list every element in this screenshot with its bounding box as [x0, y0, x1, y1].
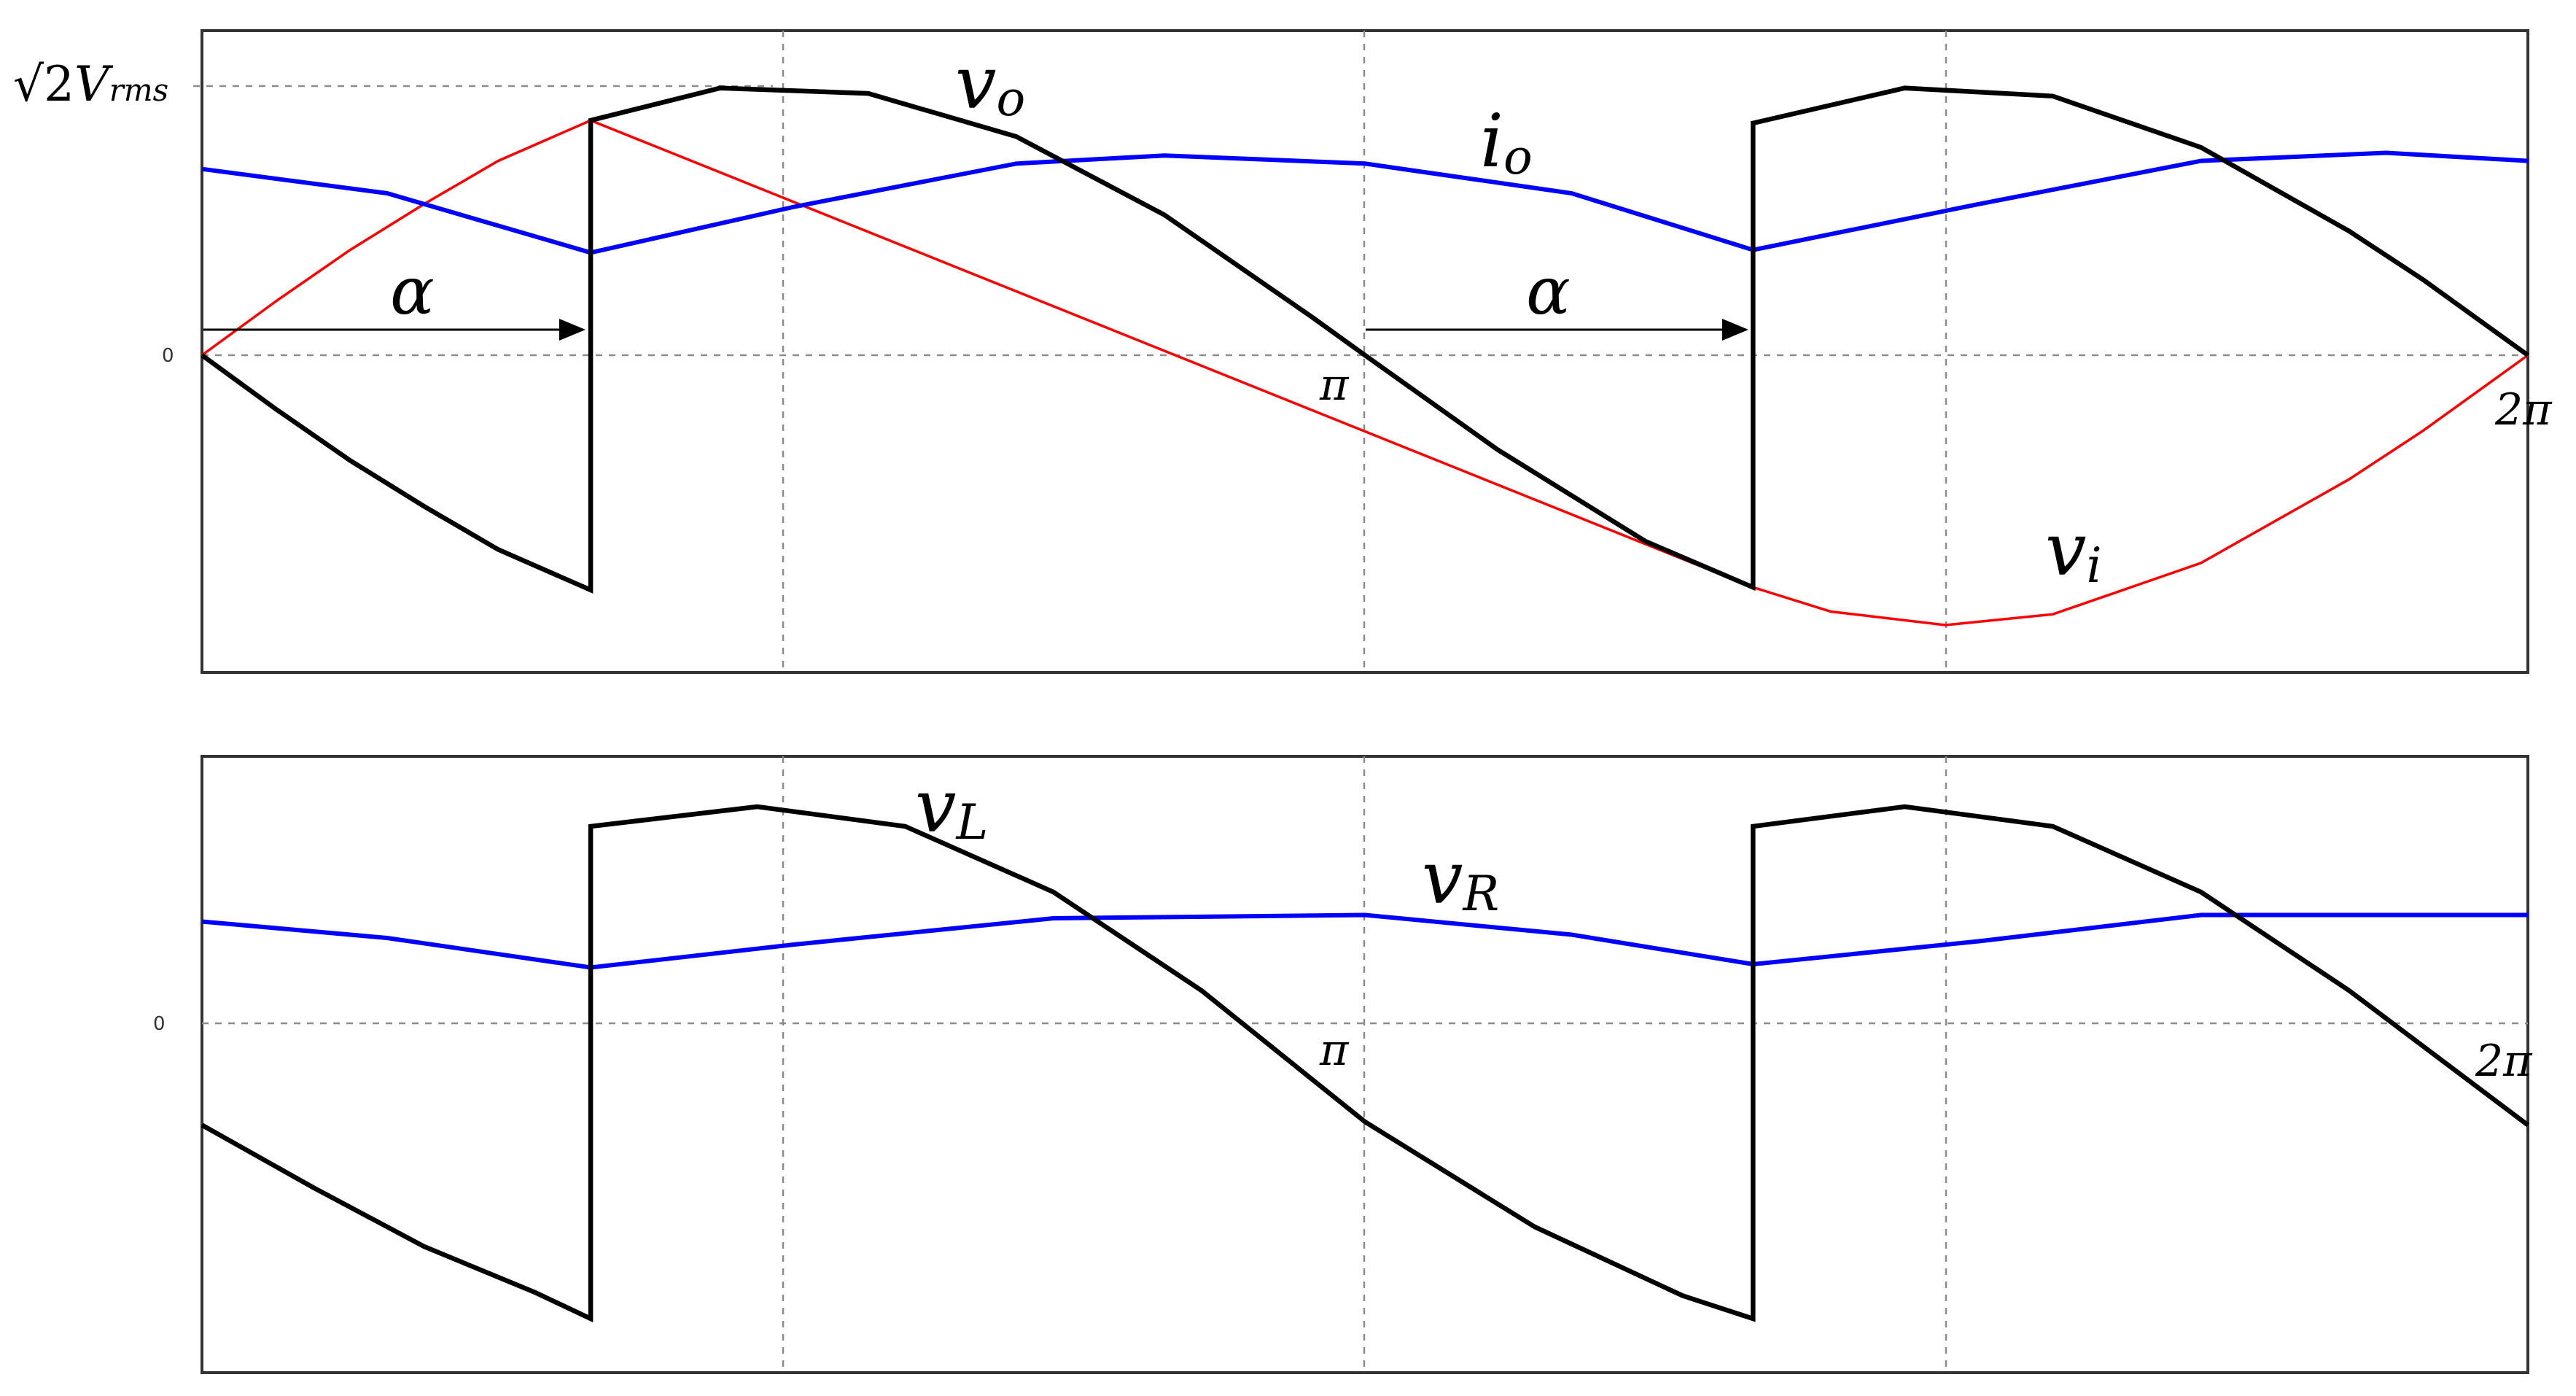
bottom-x-tick-2pi: 2π [2475, 1036, 2533, 1087]
series-label-vR: vR [1422, 835, 1499, 922]
top-x-tick-2pi: 2π [2494, 384, 2553, 435]
series-label-vi: vi [2045, 507, 2102, 594]
series-line-vR [201, 912, 2528, 970]
series-line-vi [201, 119, 2529, 627]
bottom-x-tick-pi: π [1319, 1025, 1350, 1076]
series-label-io: io [1480, 98, 1533, 185]
series-line-vo [201, 85, 2529, 594]
top-y-tick-zero: 0 [162, 345, 174, 367]
alpha-label-1: α [390, 253, 435, 330]
bottom-y-tick-zero: 0 [153, 1013, 166, 1035]
series-label-vo: vo [955, 40, 1025, 127]
bottom-panel: 0 π 2π vL vR [153, 755, 2533, 1374]
series-line-vL [201, 804, 2529, 1323]
peak-reference-label: √2Vrms [13, 56, 168, 112]
series-label-vL: vL [915, 764, 988, 850]
top-x-tick-pi: π [1319, 360, 1350, 411]
alpha-label-2: α [1526, 253, 1571, 330]
top-panel: 0 √2Vrms α α π 2π vo io vi [13, 29, 2553, 674]
